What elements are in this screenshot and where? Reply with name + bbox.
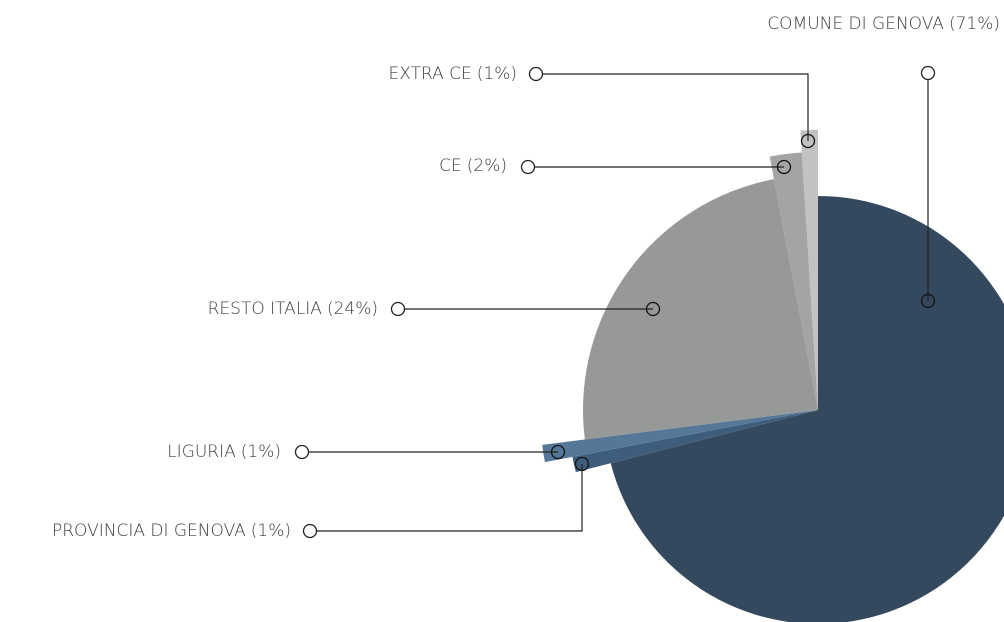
pie-slice — [572, 410, 818, 473]
slice-label: CE (2%) — [439, 156, 507, 176]
label-dot — [390, 301, 406, 317]
slice-label: EXTRA CE (1%) — [389, 64, 517, 84]
slice-label: RESTO ITALIA (24%) — [208, 299, 378, 319]
slice-label: COMUNE DI GENOVA (71%) — [767, 14, 1000, 34]
pie-slice — [542, 410, 818, 463]
slice-label: PROVINCIA DI GENOVA (1%) — [52, 521, 291, 541]
pie-slice — [583, 179, 818, 440]
slice-dot — [550, 444, 566, 460]
pie-slice — [769, 152, 818, 411]
leader-line — [310, 464, 583, 532]
value-label: (1%) — [251, 521, 291, 541]
leader-line — [536, 73, 809, 141]
label-dot — [520, 159, 536, 175]
category-label: EXTRA CE — [389, 64, 472, 84]
value-label: (2%) — [467, 156, 507, 176]
pie-slice — [800, 130, 818, 410]
value-label: (1%) — [241, 442, 281, 462]
value-label: (24%) — [327, 299, 378, 319]
category-label: PROVINCIA DI GENOVA — [52, 521, 246, 541]
category-label: COMUNE DI GENOVA — [767, 14, 944, 34]
slice-dot — [776, 159, 792, 175]
slice-label: LIGURIA (1%) — [167, 442, 281, 462]
category-label: RESTO ITALIA — [208, 299, 323, 319]
value-label: (1%) — [477, 64, 517, 84]
category-label: LIGURIA — [167, 442, 236, 462]
slice-dot — [574, 456, 590, 472]
pie-slice — [610, 196, 1004, 622]
label-dot — [528, 66, 544, 82]
label-dot — [302, 523, 318, 539]
value-label: (71%) — [949, 14, 1000, 34]
slice-dot — [920, 293, 936, 309]
label-dot — [294, 444, 310, 460]
category-label: CE — [439, 156, 462, 176]
label-dot — [920, 65, 936, 81]
slice-dot — [800, 133, 816, 149]
slice-dot — [645, 301, 661, 317]
